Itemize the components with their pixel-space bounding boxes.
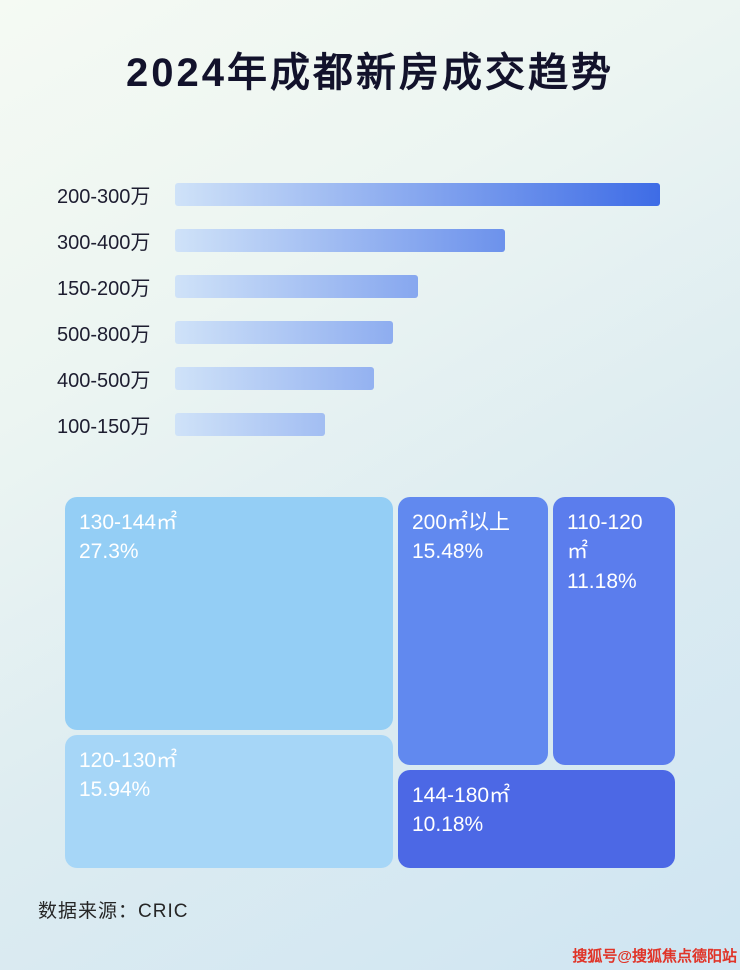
treemap-box-200-plus: 200㎡以上 15.48% xyxy=(398,497,548,765)
bar xyxy=(175,274,418,298)
page-title: 2024年成都新房成交趋势 xyxy=(126,51,614,95)
area-share-treemap: 130-144㎡ 27.3% 200㎡以上 15.48% 110-120㎡ 11… xyxy=(65,497,675,868)
treemap-value: 15.48% xyxy=(412,540,484,564)
bar-category-label: 300-400万 xyxy=(57,231,151,254)
bar-track xyxy=(175,412,660,436)
treemap-label: 110-120㎡ xyxy=(567,511,643,564)
bar-track xyxy=(175,320,660,344)
treemap-value: 10.18% xyxy=(412,813,484,837)
treemap-box-130-144: 130-144㎡ 27.3% xyxy=(65,497,393,730)
treemap-value: 27.3% xyxy=(79,540,139,564)
treemap-value: 11.18% xyxy=(567,569,637,593)
treemap-label: 120-130㎡ xyxy=(79,749,178,772)
data-source: 数据来源：CRIC xyxy=(38,901,189,922)
bar-category-label: 500-800万 xyxy=(57,323,151,346)
bar xyxy=(175,182,660,206)
bar-row: 200-300万 xyxy=(57,182,697,208)
bar-row: 100-150万 xyxy=(57,412,697,438)
treemap-label: 130-144㎡ xyxy=(79,511,178,534)
treemap-label: 144-180㎡ xyxy=(412,784,511,807)
treemap-box-120-130: 120-130㎡ 15.94% xyxy=(65,735,393,868)
treemap-label: 200㎡以上 xyxy=(412,511,511,534)
bar-track xyxy=(175,228,660,252)
bar-row: 300-400万 xyxy=(57,228,697,254)
bar-category-label: 100-150万 xyxy=(57,415,151,438)
bar xyxy=(175,228,505,252)
treemap-box-110-120: 110-120㎡ 11.18% xyxy=(553,497,675,765)
bar xyxy=(175,412,326,436)
bar-category-label: 400-500万 xyxy=(57,369,151,392)
watermark: 搜狐号@搜狐焦点德阳站 xyxy=(572,948,737,965)
bar-row: 150-200万 xyxy=(57,274,697,300)
treemap-box-144-180: 144-180㎡ 10.18% xyxy=(398,770,675,868)
bar-track xyxy=(175,182,660,206)
bar-track xyxy=(175,274,660,298)
bar-category-label: 200-300万 xyxy=(57,185,151,208)
bar-category-label: 150-200万 xyxy=(57,277,151,300)
bar xyxy=(175,366,374,390)
price-range-bar-chart: 200-300万 300-400万 150-200万 500-800万 400-… xyxy=(57,182,697,458)
bar-track xyxy=(175,366,660,390)
bar-row: 400-500万 xyxy=(57,366,697,392)
bar xyxy=(175,320,394,344)
bar-row: 500-800万 xyxy=(57,320,697,346)
treemap-value: 15.94% xyxy=(79,778,151,802)
